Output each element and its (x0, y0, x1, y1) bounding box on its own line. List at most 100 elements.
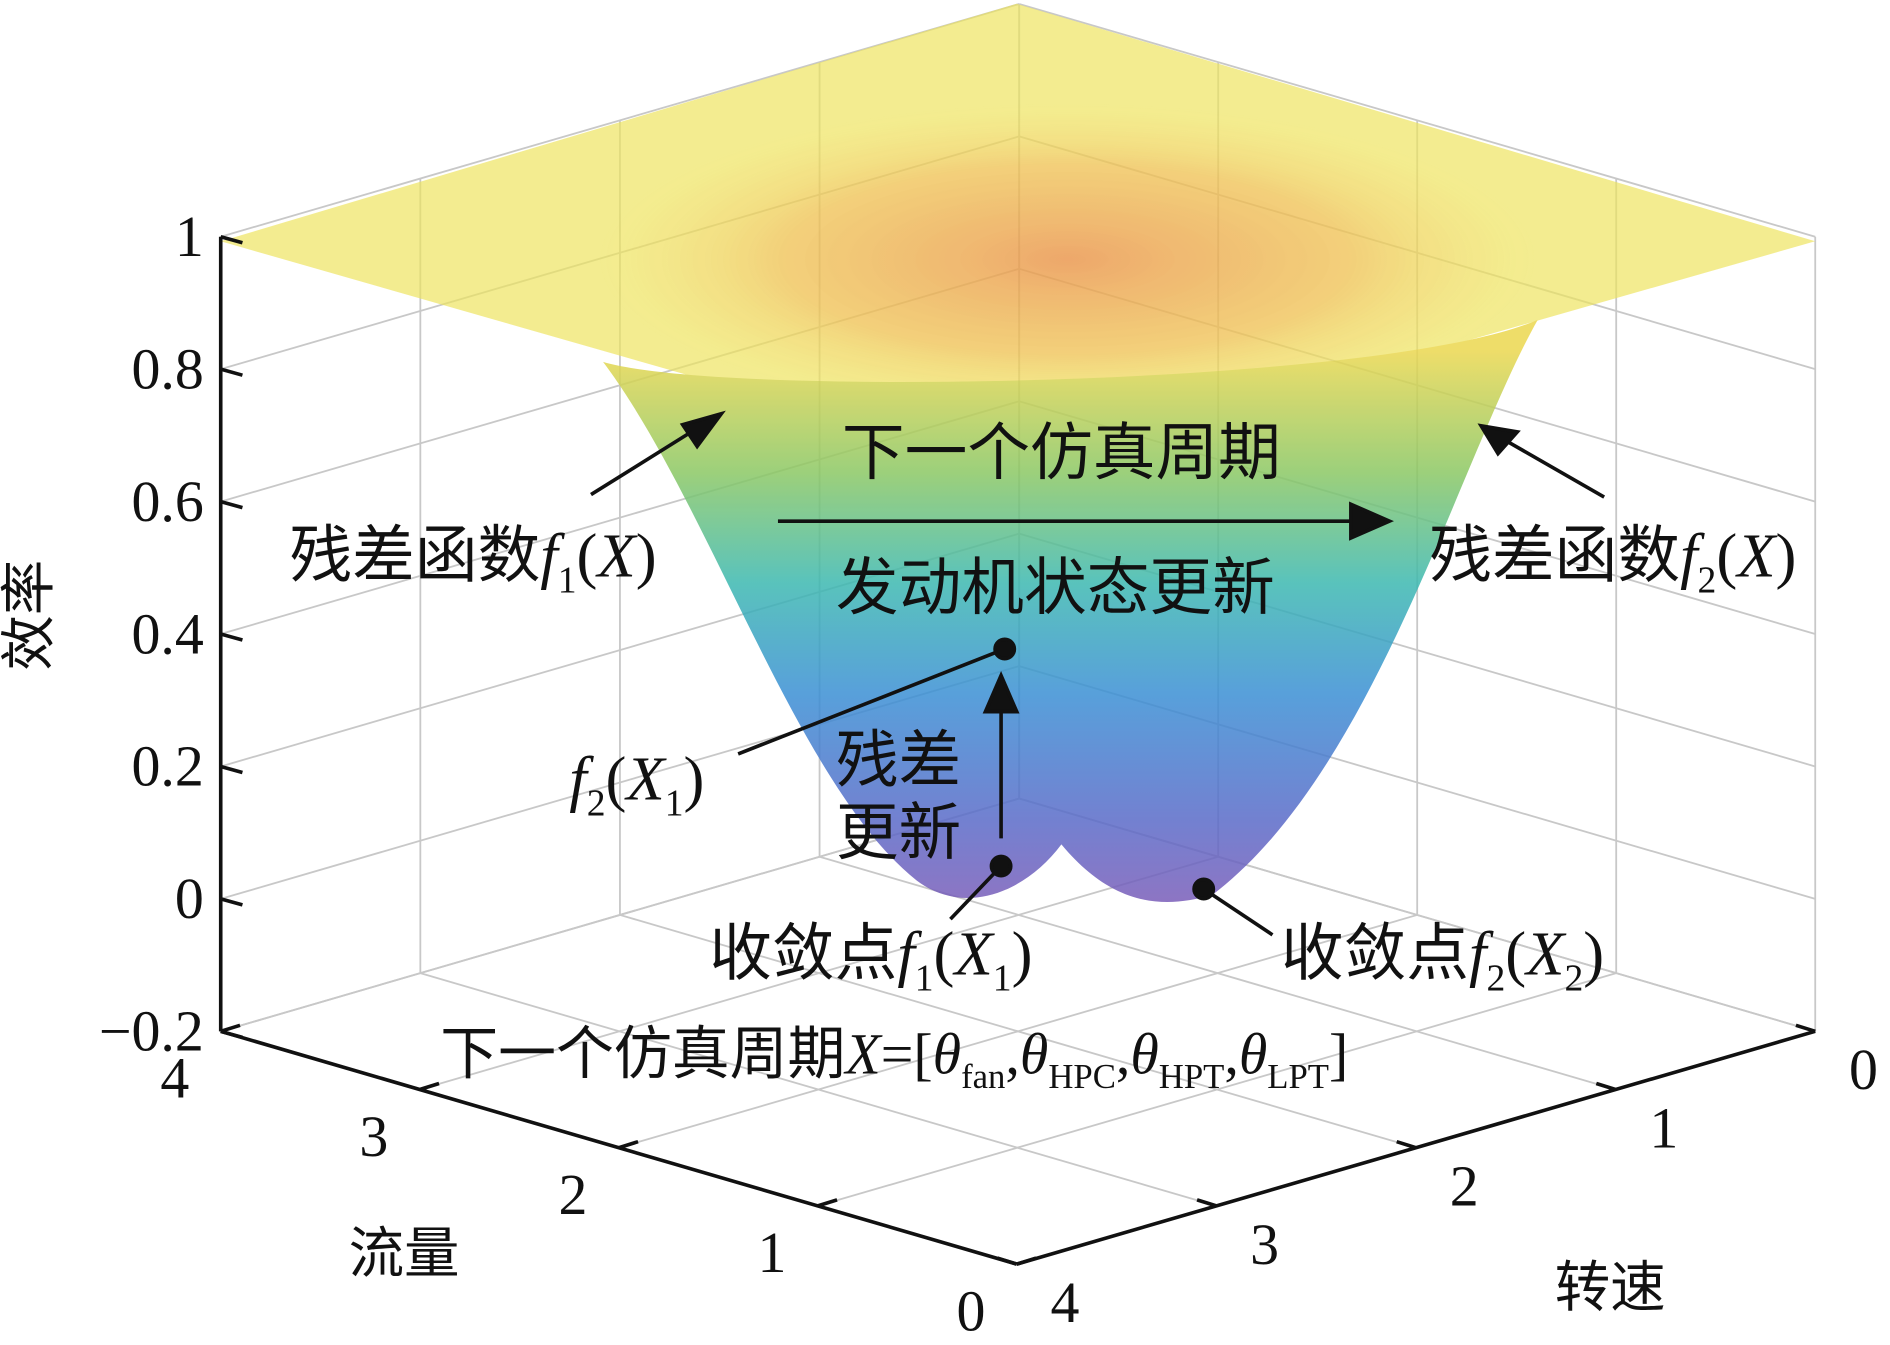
x-tick-label: 0 (956, 1278, 985, 1343)
annotation-part: ) (1012, 919, 1033, 989)
annotation-part: θ (1020, 1022, 1048, 1087)
x-tick-label: 3 (359, 1104, 388, 1169)
y-tick-label: 2 (1450, 1154, 1479, 1219)
annotation: f2(X1) (569, 744, 704, 825)
y-tick (1196, 1198, 1217, 1208)
y-axis-label: 转速 (1555, 1258, 1666, 1319)
surface (220, 3, 1816, 902)
axes: −0.2 0 0.2 0.4 0.6 0.8 1 0 1 2 3 4 0 1 2 3 4 (99, 204, 1878, 1343)
annotation-part: , (1005, 1022, 1019, 1087)
annotation-part: 收敛点 (1281, 919, 1469, 989)
annotation-part: ( (934, 919, 955, 989)
annotation-part: 残差函数 (1429, 521, 1680, 591)
y-tick-label: 3 (1250, 1212, 1279, 1277)
z-tick (220, 234, 243, 245)
z-tick (220, 897, 243, 907)
annotation: 残差函数f2(X) (1429, 521, 1796, 602)
annotation-part: ( (1505, 919, 1526, 989)
z-tick (220, 367, 243, 377)
z-tick-label: 0.4 (131, 601, 203, 666)
annotation-part: 下一个仿真周期 (842, 418, 1281, 488)
z-tick (220, 499, 243, 510)
z-tick (220, 764, 243, 775)
pointer (949, 864, 1003, 921)
z-axis-label: 效率 (0, 560, 61, 671)
annotation-part: ] (1329, 1022, 1348, 1087)
arrowhead (679, 410, 726, 450)
y-tick (1396, 1139, 1417, 1150)
annotation-part: 1 (558, 559, 577, 601)
y-tick-label: 1 (1649, 1095, 1678, 1160)
z-tick-label: 0 (175, 866, 204, 931)
surface-funnel (603, 319, 1538, 902)
annotation-part: HPC (1048, 1057, 1116, 1096)
annotation-part: ) (636, 521, 657, 591)
annotation: 下一个仿真周期X=[θfan,θHPC,θHPT,θLPT] (440, 1022, 1348, 1096)
x-tick-label: 1 (757, 1220, 786, 1285)
annotation-part: =[ (881, 1022, 933, 1087)
annotation-part: X (1734, 521, 1778, 591)
annotation: 残差函数f1(X) (289, 521, 656, 602)
annotation-part: LPT (1267, 1057, 1329, 1096)
x-tick (1016, 1256, 1037, 1266)
annotation-part: 2 (1564, 957, 1583, 999)
grid-line (420, 972, 1217, 1207)
surface-rim (597, 102, 1538, 417)
y-tick-label: 4 (1051, 1270, 1080, 1335)
annotation-part: 收敛点 (709, 919, 897, 989)
annotation-part: 2 (587, 782, 606, 824)
pointer (1202, 887, 1274, 937)
arrowhead (982, 670, 1020, 714)
annotation-part: θ (1130, 1022, 1158, 1087)
annotation-part: 2 (1698, 559, 1717, 601)
annotation-part: X (951, 919, 995, 989)
y-tick (996, 1256, 1018, 1266)
annotation: 更新 (836, 798, 961, 868)
annotation-part: 1 (915, 957, 934, 999)
z-tick-label: 1 (175, 204, 204, 269)
x-axis-label: 流量 (349, 1225, 460, 1286)
z-tick (220, 632, 243, 642)
annotation-part: 1 (665, 782, 684, 824)
pointer (590, 426, 699, 497)
z-tick (220, 1029, 243, 1040)
annotation-part: , (1224, 1022, 1238, 1087)
z-tick-label: 0.6 (131, 469, 203, 534)
x-tick (419, 1081, 440, 1092)
annotation-part: 残差 (836, 726, 961, 796)
annotation-part: 发动机状态更新 (836, 553, 1275, 623)
annotation-part: 残差函数 (289, 521, 540, 591)
point (993, 637, 1017, 661)
x-tick (618, 1139, 639, 1150)
annotation-part: fan (961, 1057, 1005, 1096)
annotation: 下一个仿真周期 (842, 418, 1281, 488)
pointer (1504, 438, 1606, 499)
z-tick-label: 0.8 (131, 336, 203, 401)
z-tick-label: 0.2 (131, 734, 203, 799)
annotation: 收敛点f1(X1) (709, 919, 1032, 1000)
grid-line (619, 914, 1417, 1149)
annotation-part: ) (1776, 521, 1797, 591)
annotation-part: ( (606, 744, 627, 814)
annotation: 残差 (836, 726, 961, 796)
annotation-part: ) (684, 744, 705, 814)
annotation-part: θ (1239, 1022, 1267, 1087)
z-tick-label: −0.2 (99, 999, 204, 1064)
annotation-part: ( (1716, 521, 1737, 591)
annotation-part: X (1523, 919, 1567, 989)
pointer (737, 647, 1006, 756)
annotation-part: ) (1583, 919, 1604, 989)
arrowhead (1349, 501, 1394, 541)
annotation-graphics (590, 410, 1606, 937)
point (1192, 877, 1216, 901)
annotation-part: HPT (1159, 1057, 1225, 1096)
x-tick (220, 1023, 241, 1034)
annotation-part: , (1116, 1022, 1130, 1087)
y-tick-label: 0 (1849, 1037, 1878, 1102)
annotation-part: 下一个仿真周期 (440, 1022, 845, 1087)
x-tick-label: 2 (558, 1162, 587, 1227)
annotation-part: X (594, 521, 638, 591)
x-tick (817, 1198, 838, 1208)
